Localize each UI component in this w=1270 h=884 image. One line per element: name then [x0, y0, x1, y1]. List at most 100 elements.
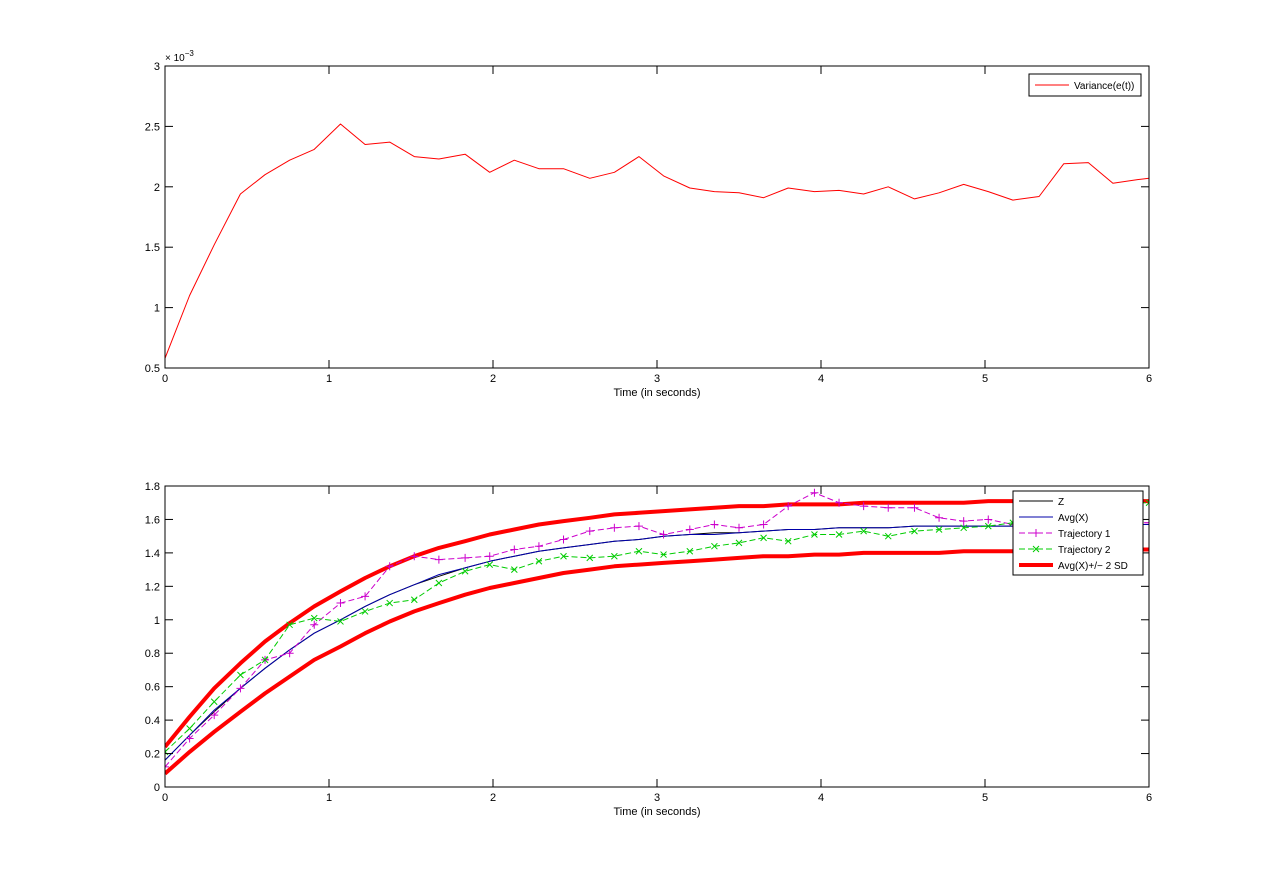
y-tick-label: 1.8	[145, 481, 160, 493]
marker-point	[760, 534, 767, 542]
marker-point	[386, 599, 394, 607]
y-tick-label: 0.8	[145, 648, 160, 660]
marker-point	[811, 531, 818, 538]
marker-point	[759, 520, 768, 529]
y-tick-label: 0.4	[145, 715, 160, 727]
marker-point	[434, 555, 443, 564]
marker-point	[210, 698, 218, 706]
marker-point	[735, 539, 743, 547]
marker-point	[461, 567, 469, 575]
marker-point	[735, 523, 743, 532]
marker-point	[486, 561, 494, 568]
y-tick-label: 1.4	[145, 548, 160, 560]
x-axis-label: Time (in seconds)	[613, 806, 700, 818]
marker-point	[210, 711, 219, 720]
marker-point	[959, 517, 968, 526]
marker-point	[510, 566, 518, 573]
series-line-1	[165, 547, 1149, 776]
x-tick-label: 2	[490, 373, 496, 385]
y-tick-label: 1.5	[145, 242, 160, 254]
marker-point	[585, 527, 594, 536]
series-line-0	[165, 499, 1149, 749]
x-tick-label: 2	[490, 792, 496, 804]
marker-point	[485, 552, 494, 561]
marker-point	[810, 488, 819, 497]
x-tick-label: 5	[982, 792, 988, 804]
marker-point	[784, 502, 793, 511]
marker-point	[935, 526, 943, 533]
marker-point	[236, 684, 245, 693]
x-tick-label: 0	[162, 373, 168, 385]
y-tick-label: 0.5	[145, 363, 160, 375]
marker-point	[711, 542, 718, 550]
legend: Z Avg(X) Trajectory 1 Trajectory 2 Avg(X)+/−…	[1012, 490, 1144, 576]
bottom-subplot: 0 1 2 3 4 5 6 0 0.2 0.4 0.6 0.8 1 1.2 1.4 1.6 1.8 Time (i…	[145, 481, 1152, 818]
marker-point	[237, 671, 244, 679]
marker-point	[336, 599, 345, 608]
x-axis-label: Time (in seconds)	[613, 387, 700, 399]
marker-point	[310, 614, 318, 622]
marker-point	[186, 725, 193, 732]
marker-point	[610, 523, 619, 532]
marker-point	[285, 649, 294, 658]
series-line-0	[165, 123, 1149, 359]
marker-point	[559, 535, 568, 544]
marker-point	[611, 552, 618, 560]
series-group	[165, 488, 1149, 776]
legend-label: Variance(e(t))	[1074, 81, 1134, 92]
x-tick-label: 3	[654, 373, 660, 385]
legend-marker	[1032, 529, 1040, 537]
marker-point	[835, 531, 843, 538]
x-tick-label: 4	[818, 373, 824, 385]
marker-point	[835, 498, 844, 507]
marker-point	[935, 513, 944, 522]
x-tick-label: 6	[1146, 373, 1152, 385]
marker-point	[165, 762, 169, 771]
y-tick-label: 1	[154, 615, 160, 627]
legend-label: Avg(X)	[1058, 513, 1088, 524]
marker-point	[910, 503, 919, 512]
marker-point	[635, 547, 643, 555]
legend: Variance(e(t))	[1028, 73, 1142, 97]
marker-point	[686, 547, 694, 555]
y-tick-label: 1.2	[145, 581, 160, 593]
marker-point	[860, 527, 867, 535]
marker-point	[385, 562, 394, 571]
legend-label: Trajectory 1	[1058, 529, 1111, 540]
marker-point	[784, 537, 792, 545]
x-tick-label: 4	[818, 792, 824, 804]
x-tick-label: 1	[326, 792, 332, 804]
marker-point	[286, 621, 293, 629]
marker-point	[634, 522, 643, 531]
marker-point	[960, 524, 968, 532]
marker-point	[435, 579, 443, 587]
plot-area	[165, 486, 1149, 787]
marker-point	[310, 620, 319, 629]
legend-marker	[1032, 545, 1040, 553]
y-tick-label: 3	[154, 61, 160, 73]
marker-point	[884, 532, 892, 540]
marker-point	[535, 557, 543, 565]
x-tick-label: 3	[654, 792, 660, 804]
marker-point	[984, 522, 992, 530]
marker-point	[710, 520, 719, 529]
legend-label: Trajectory 2	[1058, 545, 1111, 556]
marker-point	[410, 596, 418, 604]
plot-area	[165, 66, 1149, 368]
marker-point	[859, 502, 868, 511]
x-tick-label: 5	[982, 373, 988, 385]
marker-point	[560, 552, 567, 560]
y-tick-label: 0	[154, 782, 160, 794]
marker-point	[911, 527, 918, 535]
marker-point	[685, 525, 694, 534]
marker-point	[984, 515, 993, 524]
marker-point	[261, 656, 269, 664]
y-tick-label: 0.2	[145, 749, 160, 761]
marker-point	[586, 554, 594, 562]
marker-point	[534, 542, 543, 551]
series-group	[165, 123, 1149, 359]
legend-box	[1028, 73, 1142, 97]
legend-label: Avg(X)+/− 2 SD	[1058, 561, 1128, 572]
